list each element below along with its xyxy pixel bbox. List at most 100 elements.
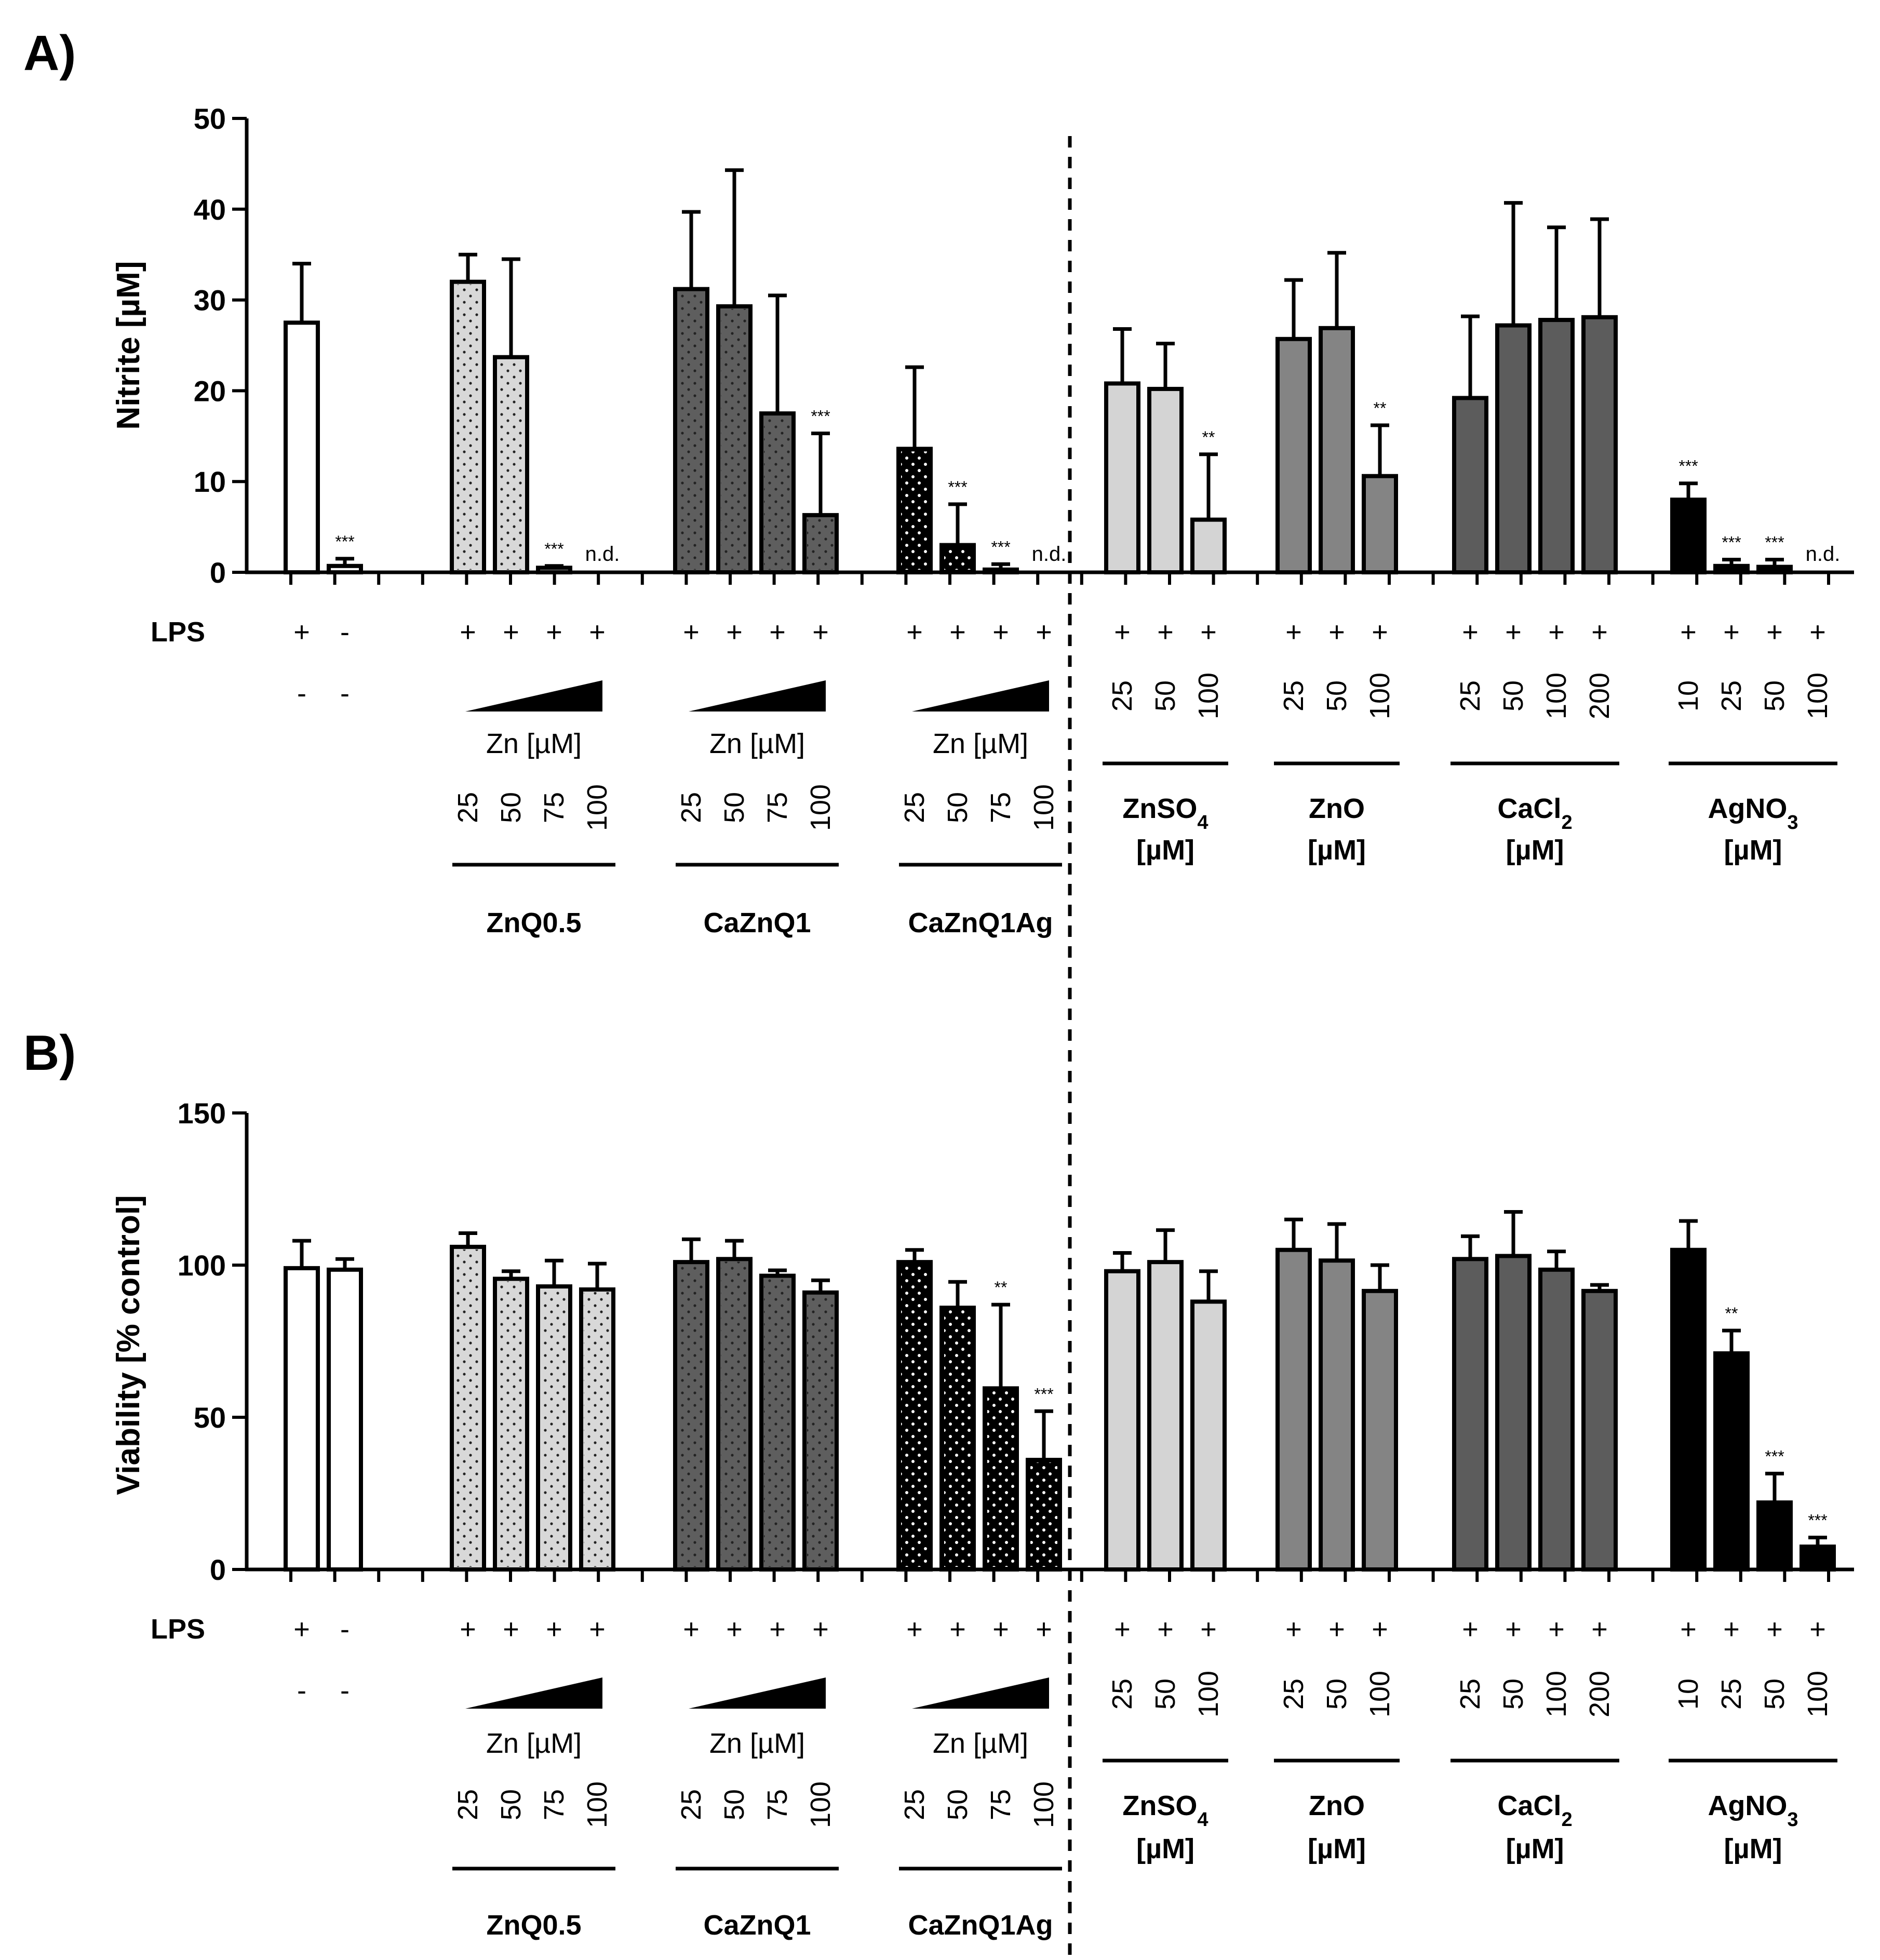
bar: [1495, 323, 1532, 574]
bar: [1713, 563, 1750, 575]
group-agno3: + ** + *** + *** +10 25 50 100 AgNO3[µM]: [1669, 1219, 1837, 1864]
lps-sign: +: [1328, 616, 1345, 648]
lps-sign: +: [1372, 616, 1388, 648]
treatment-sign: -: [340, 1675, 350, 1706]
lps-row-label: LPS: [151, 1614, 205, 1645]
concentration-label: 50: [495, 1789, 527, 1820]
lps-sign: +: [1591, 616, 1608, 648]
concentration-label: 100: [1193, 673, 1224, 719]
concentration-label: 100: [1802, 1671, 1833, 1717]
lps-sign: +: [1766, 616, 1783, 648]
zn-concentration-label: Zn [µM]: [709, 1728, 805, 1759]
y-tick-label: 20: [194, 374, 226, 407]
concentration-label: 50: [1321, 1679, 1352, 1710]
group-zno: + + +25 50 100 ZnO [µM]: [1274, 1217, 1400, 1864]
concentration-label: 50: [1759, 680, 1790, 711]
group-caznqag: + *** + *** + n.d. + Zn [µM] 25 50 75 100 CaZnQ1Ag: [896, 365, 1066, 938]
zn-concentration-label: Zn [µM]: [933, 728, 1028, 759]
concentration-label: 10: [1673, 1679, 1704, 1710]
concentration-label: 50: [495, 792, 527, 823]
lps-sign: +: [1372, 1614, 1388, 1645]
lps-sign: +: [1114, 616, 1131, 648]
concentration-label: 50: [719, 792, 750, 823]
zn-concentration-label: Zn [µM]: [486, 728, 582, 759]
group-cacl2: + + + +25 50 100 200 CaCl2[µM]: [1451, 1210, 1619, 1864]
concentration-label: 75: [539, 792, 570, 823]
concentration-label: 200: [1584, 1671, 1615, 1717]
zn-concentration-label: Zn [µM]: [933, 1728, 1028, 1759]
group-znq: + + + + Zn [µM]25 50 75 100 ZnQ0.5: [450, 1231, 615, 1941]
concentration-label: 25: [452, 1789, 484, 1820]
lps-sign: +: [1462, 1614, 1479, 1645]
lps-sign: +: [1809, 616, 1826, 648]
concentration-label: 100: [1193, 1671, 1224, 1717]
lps-sign: +: [503, 1614, 519, 1645]
bar-pattern: [944, 547, 971, 570]
bar: [1319, 1258, 1355, 1572]
lps-sign: +: [589, 616, 606, 648]
bar-pattern: [764, 416, 791, 570]
bar: [1581, 1288, 1618, 1572]
bar-pattern: [454, 284, 481, 570]
group-znso4: + + ** +25 50 100 ZnSO4[µM]: [1103, 327, 1228, 866]
group-name: ZnQ0.5: [486, 907, 581, 938]
bar: [327, 1267, 363, 1572]
concentration-label: 75: [985, 792, 1016, 823]
group-agno3: *** + *** + *** + n.d. +10 25 50 100 AgNO3[µM]: [1669, 457, 1840, 866]
not-detected-label: n.d.: [585, 543, 620, 566]
bar: [1362, 1288, 1398, 1572]
lps-sign: +: [460, 616, 476, 648]
concentration-label: 50: [942, 792, 973, 823]
significance-label: ***: [335, 532, 354, 551]
group-znso4: + + +25 50 100 ZnSO4[µM]: [1103, 1228, 1228, 1864]
group-name: ZnSO4: [1122, 1790, 1208, 1831]
bar: [1362, 474, 1398, 574]
bar: [1275, 337, 1312, 574]
y-tick-label: 50: [194, 102, 226, 135]
y-tick-label: 10: [194, 465, 226, 498]
lps-sign: +: [992, 616, 1009, 648]
group-name: ZnO: [1309, 1790, 1365, 1821]
group-unit: [µM]: [1506, 1833, 1564, 1864]
concentration-label: 100: [582, 784, 613, 831]
bar-pattern: [454, 1249, 481, 1567]
treatment-sign: -: [297, 1675, 306, 1706]
bar-pattern: [764, 1278, 791, 1567]
significance-label: ***: [948, 478, 967, 496]
concentration-label: 100: [1802, 673, 1833, 719]
bar: [983, 567, 1019, 574]
lps-sign: +: [949, 1614, 966, 1645]
bar: [1581, 315, 1618, 574]
group-name: CaCl2: [1497, 1790, 1572, 1831]
bar-pattern: [498, 359, 525, 570]
concentration-label: 200: [1584, 673, 1615, 719]
bar: [1713, 1351, 1750, 1572]
bar-pattern: [944, 1310, 971, 1567]
significance-label: ***: [544, 540, 563, 558]
lps-row-label: LPS: [151, 616, 205, 648]
concentration-label: 50: [942, 1789, 973, 1820]
group-name: ZnQ0.5: [486, 1910, 581, 1941]
group-unit: [µM]: [1308, 1833, 1366, 1864]
group-caznq: + + + + Zn [µM]25 50 75 100 CaZnQ1: [673, 1237, 839, 1941]
significance-label: ***: [1808, 1511, 1827, 1529]
bar-pattern: [498, 1281, 525, 1567]
concentration-label: 25: [452, 792, 484, 823]
bar: [1756, 565, 1793, 574]
bar-pattern: [901, 451, 928, 570]
bar-pattern: [987, 1391, 1014, 1567]
significance-label: **: [1374, 399, 1387, 418]
zn-concentration-label: Zn [µM]: [709, 728, 805, 759]
concentration-label: 25: [1107, 680, 1138, 711]
bar-pattern: [541, 1289, 568, 1567]
significance-label: ***: [991, 538, 1010, 556]
significance-label: ***: [1765, 1447, 1784, 1466]
bar-pattern: [1030, 1462, 1057, 1567]
group-caznq: + + + *** + Zn [µM] 25 50 75 100 CaZnQ1: [673, 168, 839, 938]
lps-sign: +: [293, 1614, 310, 1645]
concentration-label: 100: [1364, 1671, 1395, 1717]
concentration-label: 25: [899, 792, 930, 823]
bar-pattern: [678, 291, 705, 570]
